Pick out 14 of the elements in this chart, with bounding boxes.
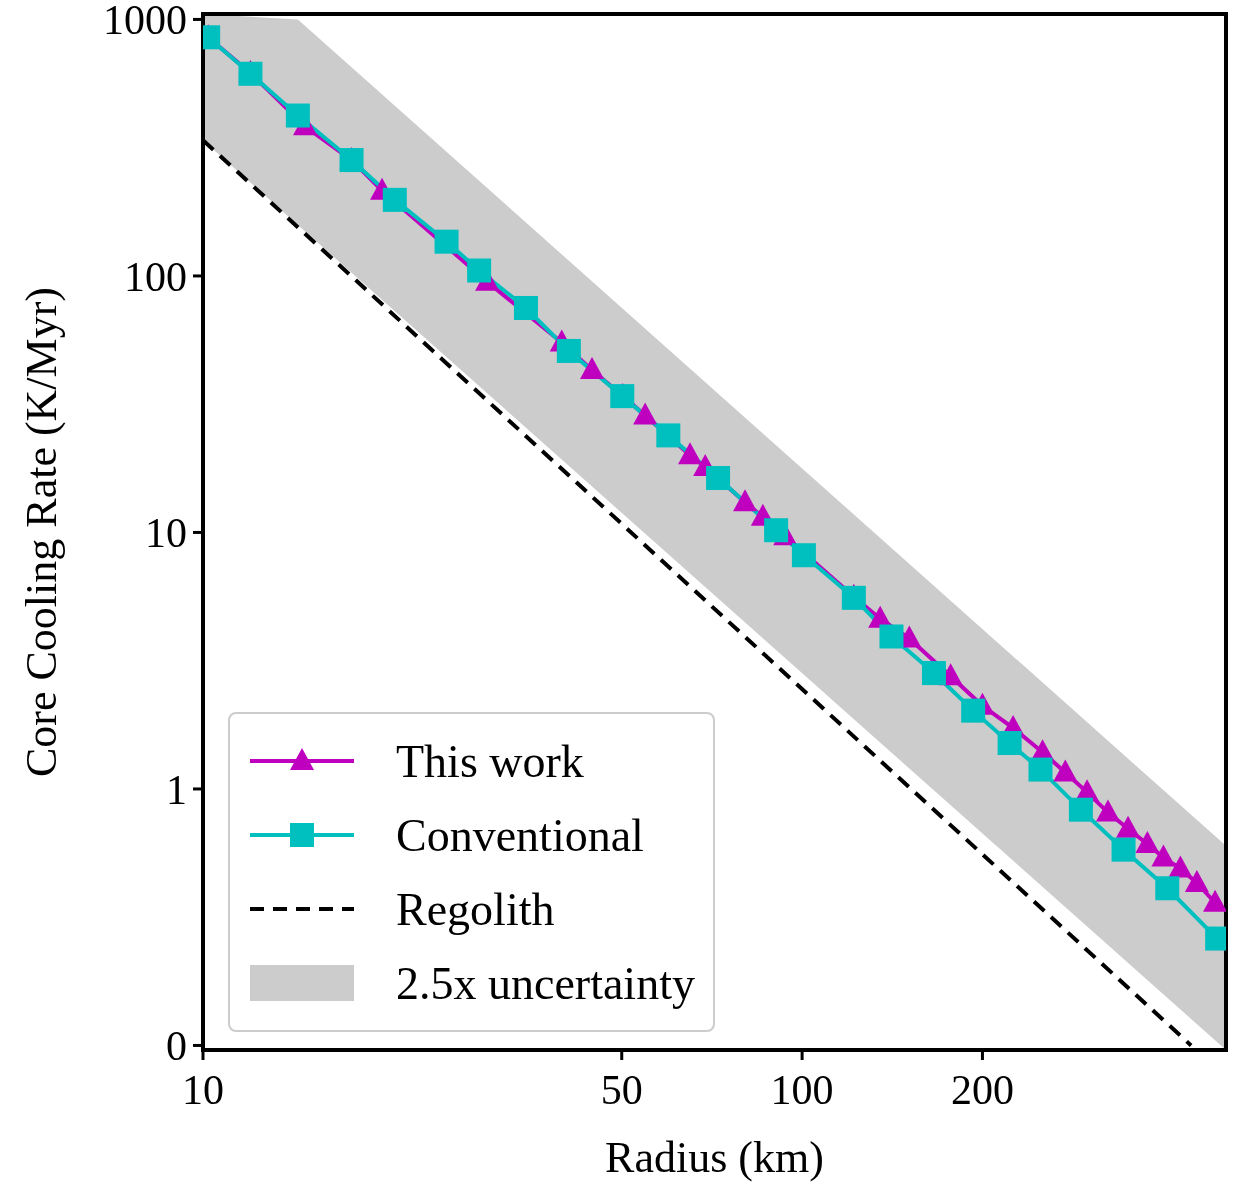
x-axis-title: Radius (km)	[605, 1133, 824, 1182]
x-tick-label: 200	[950, 1066, 1014, 1113]
legend-label: Conventional	[396, 808, 644, 862]
legend-label: 2.5x uncertainty	[396, 956, 695, 1010]
y-tick-label: 100	[124, 253, 187, 300]
y-tick-label: 10	[145, 510, 187, 557]
legend-label: This work	[396, 734, 584, 788]
y-tick-label: 0	[166, 1023, 187, 1070]
x-tick-label: 100	[770, 1066, 834, 1113]
x-tick-label: 50	[600, 1066, 643, 1113]
y-tick-label: 1	[166, 766, 187, 813]
y-axis-title: Core Cooling Rate (K/Myr)	[16, 286, 66, 778]
y-tick-label: 1000	[103, 0, 187, 44]
legend-label: Regolith	[396, 882, 555, 936]
